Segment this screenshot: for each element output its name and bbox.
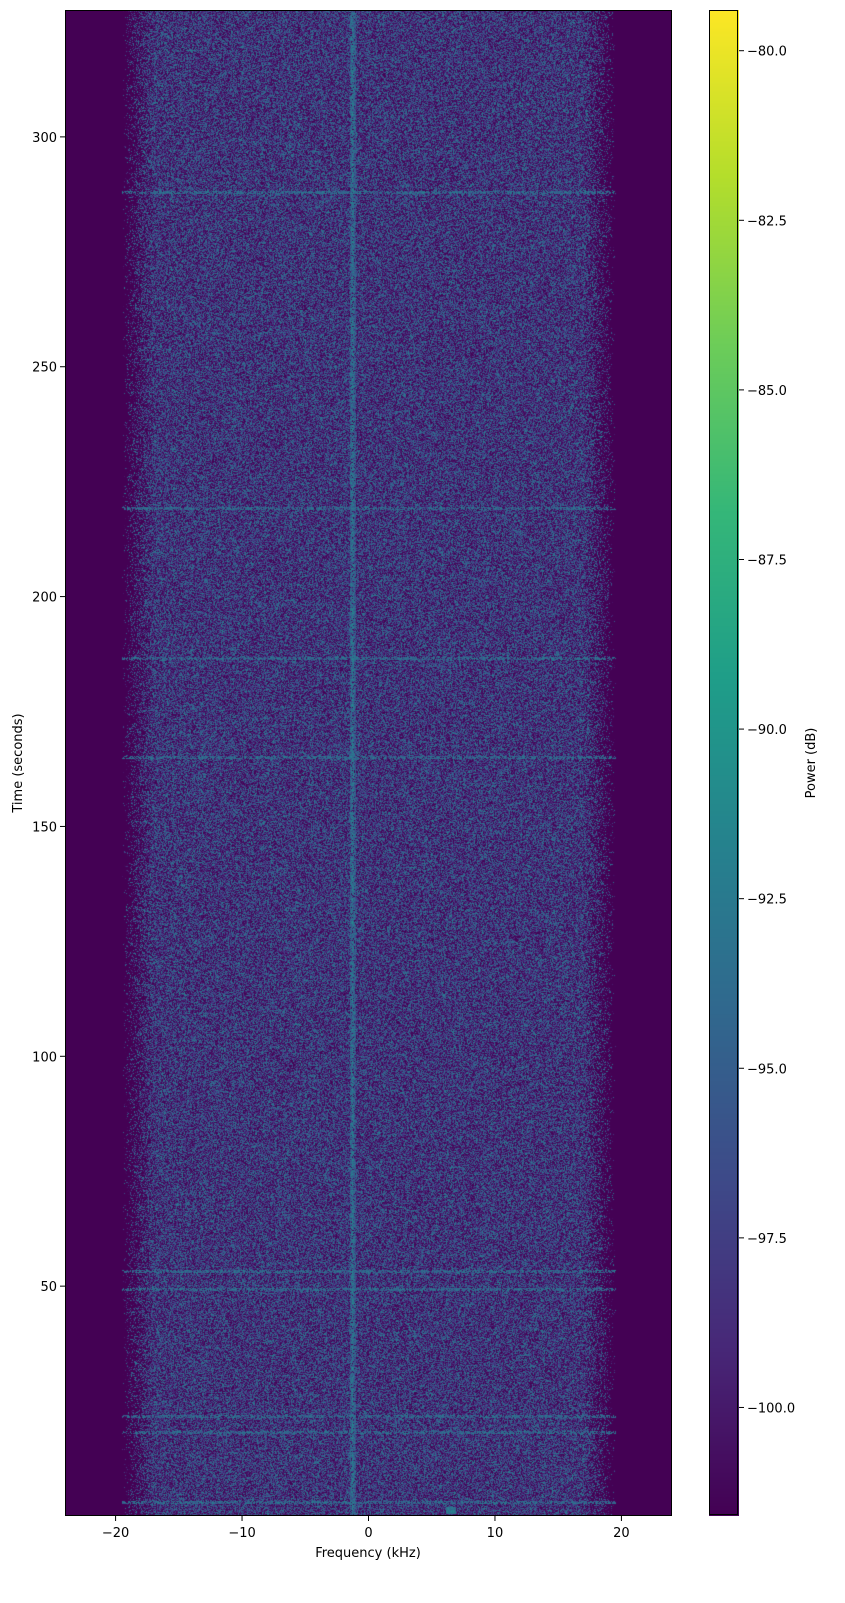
colorbar-tick-label: −90.0: [747, 723, 787, 738]
colorbar-tick-label: −100.0: [747, 1401, 795, 1416]
y-tick-label: 50: [40, 1280, 57, 1295]
y-tick-label: 300: [32, 131, 57, 146]
x-tick-label: −20: [102, 1526, 129, 1541]
y-axis-label: Time (seconds): [11, 713, 26, 813]
colorbar: [709, 10, 739, 1516]
colorbar-tick-label: −95.0: [747, 1062, 787, 1077]
colorbar-tick-label: −87.5: [747, 553, 787, 568]
x-tick-label: 10: [487, 1526, 504, 1541]
colorbar-tick-label: −82.5: [747, 214, 787, 229]
x-tick-label: 0: [364, 1526, 372, 1541]
y-tick-label: 250: [32, 361, 57, 376]
colorbar-tick-label: −85.0: [747, 384, 787, 399]
colorbar-label: Power (dB): [804, 728, 819, 799]
y-tick-label: 150: [32, 820, 57, 835]
y-tick-label: 200: [32, 591, 57, 606]
y-tick-label: 100: [32, 1050, 57, 1065]
colorbar-tick-label: −97.5: [747, 1232, 787, 1247]
x-tick-label: 20: [613, 1526, 630, 1541]
x-axis-label: Frequency (kHz): [315, 1546, 421, 1561]
spectrogram-image: [65, 10, 672, 1516]
colorbar-tick-label: −80.0: [747, 45, 787, 60]
x-tick-label: −10: [228, 1526, 255, 1541]
colorbar-tick-label: −92.5: [747, 893, 787, 908]
